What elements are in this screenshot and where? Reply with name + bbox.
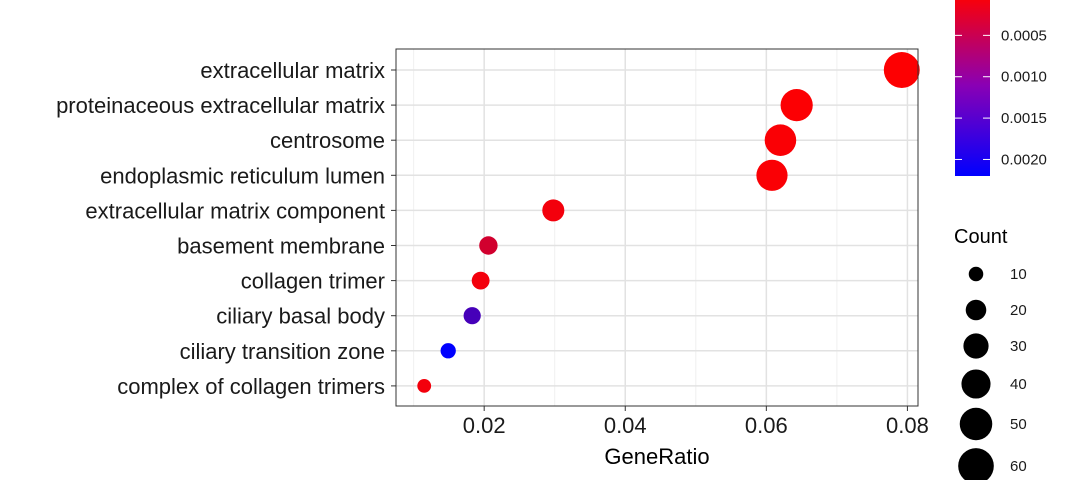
y-tick-label: centrosome bbox=[270, 128, 385, 153]
y-tick-label: ciliary transition zone bbox=[180, 339, 385, 364]
color-legend-label: 0.0020 bbox=[1001, 151, 1047, 168]
size-legend-key bbox=[963, 333, 989, 359]
color-bar bbox=[955, 0, 990, 176]
size-legend-key bbox=[958, 448, 994, 480]
x-tick-label: 0.04 bbox=[604, 413, 647, 438]
panel-background bbox=[396, 49, 918, 406]
y-axis-labels: extracellular matrix proteinaceous extrac… bbox=[56, 58, 396, 399]
x-tick-label: 0.08 bbox=[886, 413, 929, 438]
grid-layer bbox=[396, 49, 918, 406]
x-axis-title: GeneRatio bbox=[604, 444, 709, 469]
y-tick-label: extracellular matrix bbox=[200, 58, 385, 83]
data-point bbox=[463, 307, 481, 325]
size-legend-key bbox=[965, 299, 987, 321]
data-point bbox=[780, 89, 813, 122]
data-point bbox=[756, 159, 788, 191]
size-legend-label: 50 bbox=[1010, 416, 1027, 433]
data-point bbox=[542, 199, 565, 222]
size-legend-label: 10 bbox=[1010, 266, 1027, 283]
size-legend-label: 60 bbox=[1010, 458, 1027, 475]
data-point bbox=[883, 52, 920, 88]
y-tick-label: proteinaceous extracellular matrix bbox=[56, 93, 385, 118]
size-legend-label: 40 bbox=[1010, 376, 1027, 393]
size-legend-key bbox=[961, 369, 991, 399]
data-point bbox=[417, 379, 432, 393]
y-tick-label: endoplasmic reticulum lumen bbox=[100, 163, 385, 188]
size-legend-title: Count bbox=[954, 226, 1008, 248]
size-legend-key bbox=[968, 266, 984, 282]
points-layer bbox=[417, 52, 920, 393]
color-legend-label: 0.0010 bbox=[1001, 69, 1047, 86]
data-point bbox=[471, 271, 490, 290]
size-legend-label: 20 bbox=[1010, 302, 1027, 319]
size-legend-key bbox=[959, 407, 993, 441]
size-legend: 10 20 30 40 50 60 bbox=[958, 266, 1027, 480]
y-tick-label: basement membrane bbox=[177, 234, 385, 259]
y-tick-label: collagen trimer bbox=[241, 269, 385, 294]
color-legend-label: 0.0015 bbox=[1001, 110, 1047, 127]
color-legend-label: 0.0005 bbox=[1001, 27, 1047, 44]
x-tick-label: 0.06 bbox=[745, 413, 788, 438]
y-tick-label: extracellular matrix component bbox=[85, 198, 385, 223]
y-tick-label: ciliary basal body bbox=[216, 304, 385, 329]
color-legend: 0.0005 0.0010 0.0015 0.0020 bbox=[955, 0, 1047, 176]
x-tick-label: 0.02 bbox=[463, 413, 506, 438]
size-legend-label: 30 bbox=[1010, 338, 1027, 355]
y-tick-label: complex of collagen trimers bbox=[117, 374, 385, 399]
data-point bbox=[764, 124, 797, 156]
data-point bbox=[440, 343, 456, 359]
panel-border bbox=[395, 48, 919, 407]
data-point bbox=[479, 236, 498, 255]
x-axis-ticks: 0.02 0.04 0.06 0.08 bbox=[463, 406, 929, 438]
